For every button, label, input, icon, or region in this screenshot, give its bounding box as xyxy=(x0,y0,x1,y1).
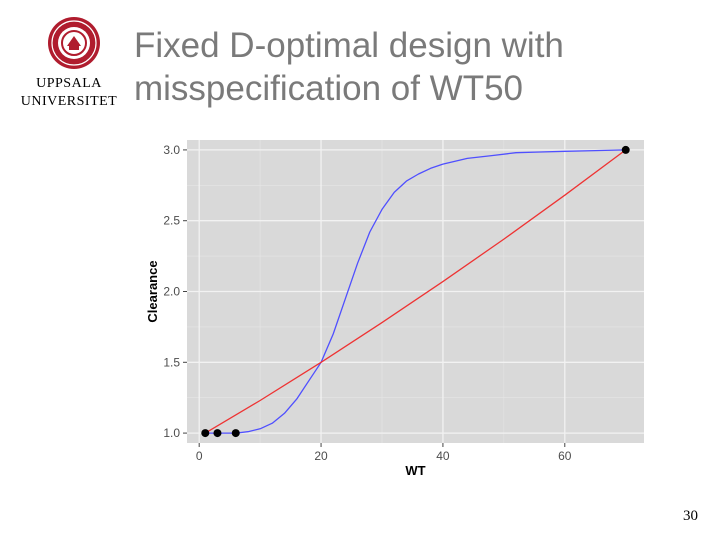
y-tick-label: 2.5 xyxy=(163,214,180,228)
x-tick-label: 0 xyxy=(196,449,203,463)
y-tick-label: 3.0 xyxy=(163,143,180,157)
x-axis-label: WT xyxy=(405,463,425,477)
logo-line-1: UPPSALA xyxy=(36,76,102,91)
y-axis-label: Clearance xyxy=(145,260,160,322)
slide-title: Fixed D-optimal design with misspecifica… xyxy=(134,24,694,110)
design-point xyxy=(213,429,222,438)
x-tick-label: 20 xyxy=(314,449,328,463)
logo-line-2: UNIVERSITET xyxy=(20,94,118,109)
slide-title-line-2: misspecification of WT50 xyxy=(134,69,524,108)
y-tick-label: 2.0 xyxy=(163,285,180,299)
clearance-chart: 0 20 40 60 1.0 1.5 2.0 2.5 3.0 WT Clearance xyxy=(145,140,644,477)
x-tick-label: 40 xyxy=(436,449,450,463)
university-logo: UPPSALA UNIVERSITET xyxy=(14,10,124,110)
design-point xyxy=(621,145,630,154)
y-tick-label: 1.0 xyxy=(163,426,180,440)
design-point xyxy=(201,429,210,438)
design-point xyxy=(231,429,240,438)
series-line-1 xyxy=(205,149,626,434)
university-seal-icon xyxy=(48,17,100,69)
page-number: 30 xyxy=(683,508,698,524)
y-tick-label: 1.5 xyxy=(163,355,180,369)
x-tick-label: 60 xyxy=(558,449,572,463)
series-line-2 xyxy=(204,149,627,434)
slide-title-line-1: Fixed D-optimal design with xyxy=(134,26,564,65)
